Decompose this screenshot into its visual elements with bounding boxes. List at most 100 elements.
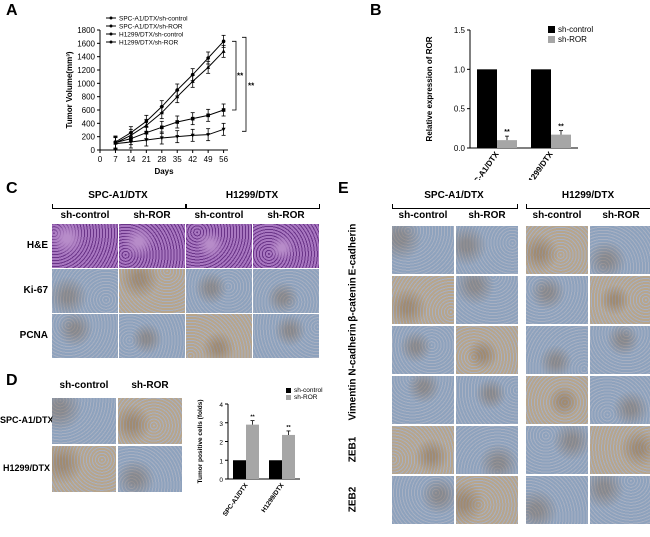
data-point — [144, 138, 149, 143]
data-point — [206, 56, 210, 60]
micrograph-tile — [118, 446, 182, 492]
x-tick-label: H1299/DTX — [260, 482, 286, 514]
panel-label-c: C — [6, 180, 18, 197]
row-label: H1299/DTX — [2, 463, 50, 473]
column-header: sh-control — [532, 210, 582, 221]
legend-label: H1299/DTX/sh-ROR — [119, 40, 179, 47]
data-point — [206, 133, 211, 137]
legend-label: SPC-A1/DTX/sh-ROR — [119, 24, 183, 31]
micrograph-tile — [526, 226, 588, 274]
group-bracket — [52, 204, 186, 209]
micrograph-tile — [186, 224, 252, 268]
y-tick-label: 2 — [219, 440, 223, 447]
tumor-positive-cells-bar-chart: 0 1 2 3 4 Tumor positive cells (folds) ** SPC-A… — [197, 387, 323, 518]
micrograph-tile — [590, 226, 650, 274]
x-tick-label: 49 — [204, 155, 213, 164]
y-tick-label: 0.0 — [454, 144, 466, 153]
micrograph-tile — [52, 446, 116, 492]
y-tick-label: 1.5 — [454, 26, 466, 35]
x-tick-label: H1299/DTX — [523, 149, 555, 180]
data-point — [221, 49, 226, 53]
legend-marker — [109, 24, 113, 28]
y-tick-label: 800 — [82, 93, 96, 102]
data-point — [159, 125, 164, 130]
micrograph-tile — [526, 476, 588, 524]
legend-marker — [109, 32, 113, 36]
y-tick-label: 400 — [82, 119, 96, 128]
series-line — [115, 128, 224, 145]
micrograph-tile — [52, 398, 116, 444]
data-point — [175, 135, 180, 139]
data-point — [221, 39, 226, 44]
y-tick-label: 200 — [82, 133, 96, 142]
x-tick-label: 56 — [219, 155, 228, 164]
significance-bracket — [232, 40, 237, 111]
micrograph-tile — [590, 476, 650, 524]
data-point — [221, 108, 226, 112]
significance-label: ** — [248, 81, 255, 90]
legend-swatch — [286, 395, 291, 400]
micrograph-tile — [456, 476, 518, 524]
x-axis-label: Days — [154, 167, 174, 176]
data-point — [159, 110, 164, 115]
row-label: Ki-67 — [23, 285, 48, 296]
data-point — [175, 120, 180, 124]
group-header: H1299/DTX — [561, 190, 615, 201]
micrograph-tile — [526, 326, 588, 374]
y-axis-label: Tumor positive cells (folds) — [197, 399, 204, 483]
micrograph-tile — [119, 269, 185, 313]
legend-label: sh-ROR — [558, 35, 587, 44]
group-header: H1299/DTX — [225, 190, 279, 201]
column-header: sh-control — [59, 380, 109, 391]
micrograph-tile — [392, 376, 454, 424]
significance-label: ** — [558, 124, 564, 131]
micrograph-tile — [456, 426, 518, 474]
group-bracket — [392, 204, 518, 209]
micrograph-tile — [590, 426, 650, 474]
micrograph-tile — [456, 376, 518, 424]
y-axis-label: Tumor Volume(mm³) — [65, 51, 74, 128]
row-label: PCNA — [19, 330, 48, 341]
data-point — [206, 65, 211, 69]
row-label: ZEB2 — [347, 486, 359, 513]
column-header: sh-control — [194, 210, 244, 221]
bar — [477, 69, 497, 148]
micrograph-tile — [456, 226, 518, 274]
x-tick-label: SPC-A1/DTX — [466, 149, 501, 180]
significance-label: ** — [504, 129, 510, 136]
data-point — [190, 116, 195, 121]
column-header: sh-ROR — [133, 210, 171, 221]
column-header: sh-ROR — [131, 380, 169, 391]
y-tick-label: 1000 — [77, 79, 95, 88]
y-tick-label: 600 — [82, 106, 96, 115]
y-tick-label: 1400 — [77, 53, 95, 62]
legend-label: sh-control — [558, 25, 593, 34]
micrograph-tile — [590, 376, 650, 424]
panel-c-histology: SPC-A1/DTX H1299/DTX sh-control sh-ROR sh-co… — [0, 180, 330, 370]
bar — [551, 134, 571, 148]
micrograph-tile — [392, 426, 454, 474]
bar — [233, 460, 246, 479]
y-tick-label: 4 — [219, 402, 223, 409]
micrograph-tile — [392, 276, 454, 324]
micrograph-tile — [526, 376, 588, 424]
x-tick-label: 0 — [98, 155, 103, 164]
tumor-volume-line-chart: 0 200 400 600 800 1000 1200 1400 1600 1800 0 7 14 21 2… — [65, 16, 255, 177]
legend-label: sh-ROR — [294, 394, 318, 401]
y-tick-label: 1.0 — [454, 65, 466, 74]
micrograph-tile — [52, 224, 118, 268]
data-point — [144, 123, 149, 127]
legend-marker — [109, 40, 113, 44]
column-header: sh-ROR — [468, 210, 506, 221]
group-bracket — [186, 204, 320, 209]
data-point — [190, 133, 195, 138]
legend-swatch — [286, 388, 291, 393]
x-tick-label: 35 — [173, 155, 182, 164]
panel-e-emt-markers: SPC-A1/DTX H1299/DTX sh-control sh-ROR sh-co… — [335, 180, 650, 537]
micrograph-tile — [253, 314, 319, 358]
micrograph-tile — [119, 224, 185, 268]
micrograph-tile — [253, 269, 319, 313]
micrograph-tile — [118, 398, 182, 444]
micrograph-tile — [52, 314, 118, 358]
bar — [282, 434, 295, 479]
